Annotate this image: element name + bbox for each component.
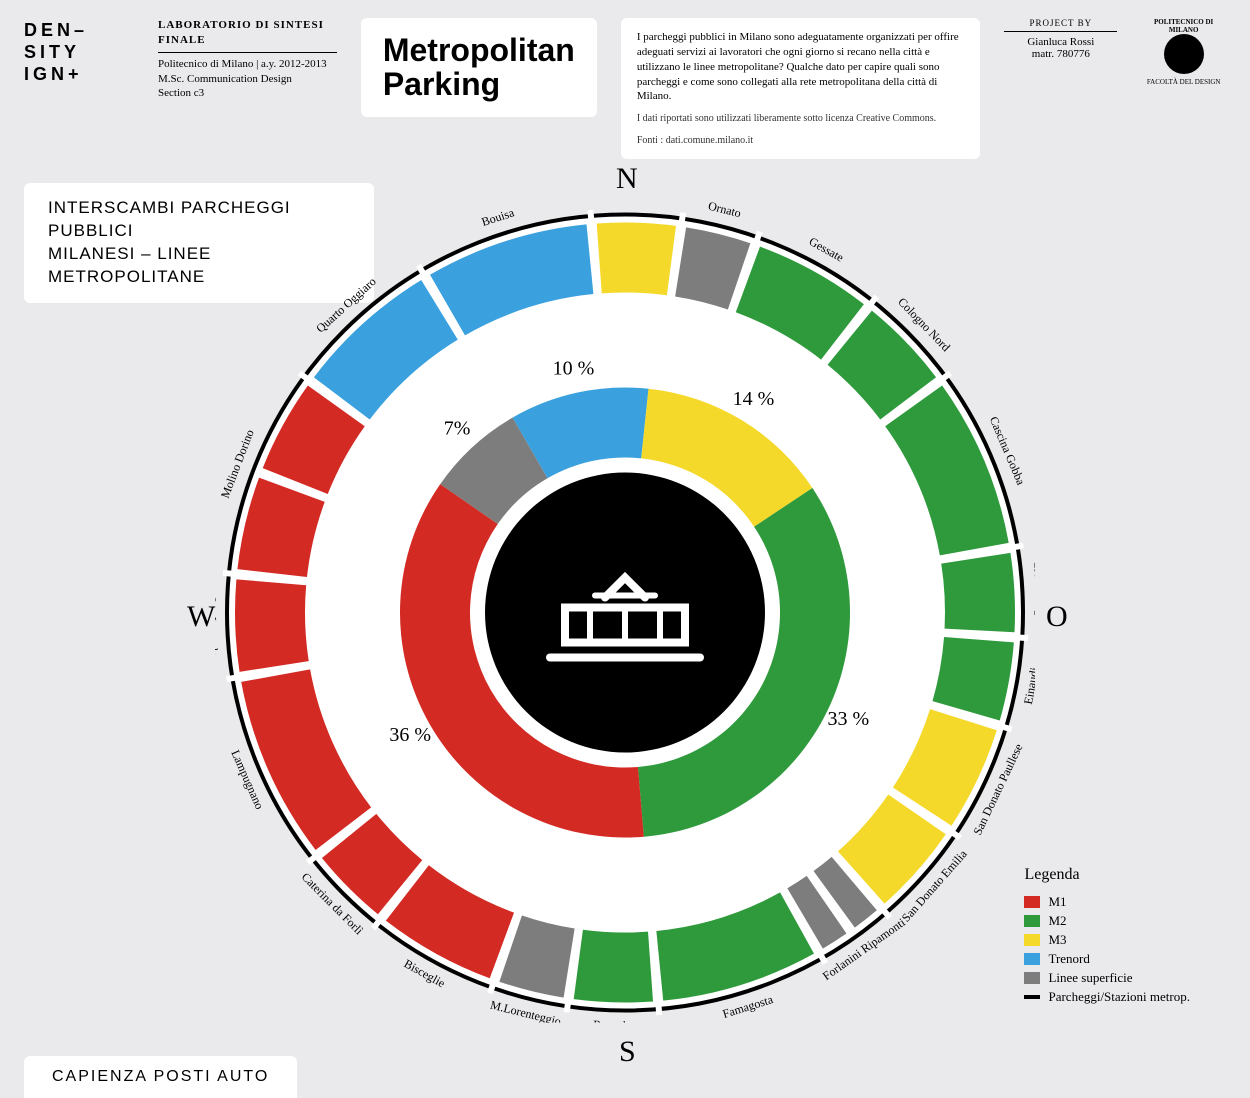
compass-w: W bbox=[187, 600, 215, 634]
main-title: Metropolitan Parking bbox=[361, 18, 597, 117]
project-by: PROJECT BY Gianluca Rossi matr. 780776 bbox=[1004, 18, 1117, 60]
lab-info: LABORATORIO DI SINTESI FINALE Politecnic… bbox=[158, 18, 337, 101]
svg-text:Bouisa: Bouisa bbox=[480, 205, 517, 229]
svg-text:Ornato: Ornato bbox=[707, 203, 743, 221]
svg-text:IGN+: IGN+ bbox=[24, 64, 83, 84]
svg-text:14 %: 14 % bbox=[733, 388, 775, 410]
polimi-logo: POLITECNICO DI MILANO FACOLTÀ DEL DESIGN bbox=[1141, 18, 1226, 86]
legend-item: M3 bbox=[1024, 932, 1190, 948]
description: I parcheggi pubblici in Milano sono adeg… bbox=[621, 18, 981, 159]
svg-text:Einaudi: Einaudi bbox=[1021, 666, 1035, 706]
compass-n: N bbox=[616, 162, 638, 196]
svg-text:10 %: 10 % bbox=[553, 358, 595, 380]
header: DEN– SITY IGN+ LABORATORIO DI SINTESI FI… bbox=[0, 0, 1250, 159]
legend-item: Trenord bbox=[1024, 951, 1190, 967]
svg-text:36 %: 36 % bbox=[389, 724, 431, 746]
svg-text:San Leoardo: San Leoardo bbox=[215, 596, 221, 657]
compass-s: S bbox=[619, 1035, 636, 1069]
svg-text:7%: 7% bbox=[444, 418, 471, 440]
compass-e: O bbox=[1046, 600, 1068, 634]
svg-text:DEN–: DEN– bbox=[24, 20, 88, 40]
legend-item: Parcheggi/Stazioni metrop. bbox=[1024, 989, 1190, 1005]
legend-item: M1 bbox=[1024, 894, 1190, 910]
legend: Legenda M1M2M3TrenordLinee superficiePar… bbox=[1024, 866, 1190, 1008]
legend-item: M2 bbox=[1024, 913, 1190, 929]
svg-text:Crescenzago: Crescenzago bbox=[1031, 560, 1035, 622]
bottom-caption: CAPIENZA POSTI AUTO bbox=[24, 1056, 297, 1098]
radial-chart: BouisaMaciachiniOrnatoGessateCologno Nor… bbox=[215, 203, 1035, 1028]
svg-text:33 %: 33 % bbox=[827, 708, 869, 730]
svg-text:Maciachini: Maciachini bbox=[610, 203, 665, 206]
svg-text:SITY: SITY bbox=[24, 42, 80, 62]
density-logo: DEN– SITY IGN+ bbox=[24, 18, 134, 93]
legend-item: Linee superficie bbox=[1024, 970, 1190, 986]
svg-text:Romolo: Romolo bbox=[593, 1017, 632, 1022]
